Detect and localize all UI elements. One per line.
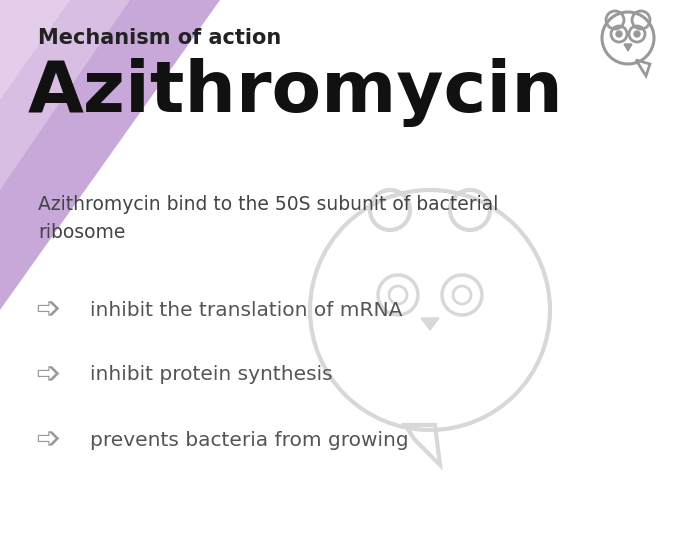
Polygon shape [0, 0, 70, 100]
Polygon shape [0, 0, 220, 310]
Circle shape [616, 31, 622, 37]
Text: Azithromycin: Azithromycin [28, 58, 564, 127]
Text: inhibit the translation of mRNA: inhibit the translation of mRNA [90, 301, 403, 320]
Text: ➩: ➩ [35, 360, 61, 390]
Polygon shape [0, 0, 130, 190]
Text: ➩: ➩ [35, 426, 61, 455]
Text: Azithromycin bind to the 50S subunit of bacterial
ribosome: Azithromycin bind to the 50S subunit of … [38, 195, 498, 242]
Text: prevents bacteria from growing: prevents bacteria from growing [90, 430, 409, 450]
Polygon shape [421, 318, 439, 330]
Circle shape [634, 31, 640, 37]
Text: Mechanism of action: Mechanism of action [38, 28, 282, 48]
Polygon shape [624, 44, 632, 51]
Text: ➩: ➩ [35, 295, 61, 324]
Text: inhibit protein synthesis: inhibit protein synthesis [90, 365, 333, 385]
